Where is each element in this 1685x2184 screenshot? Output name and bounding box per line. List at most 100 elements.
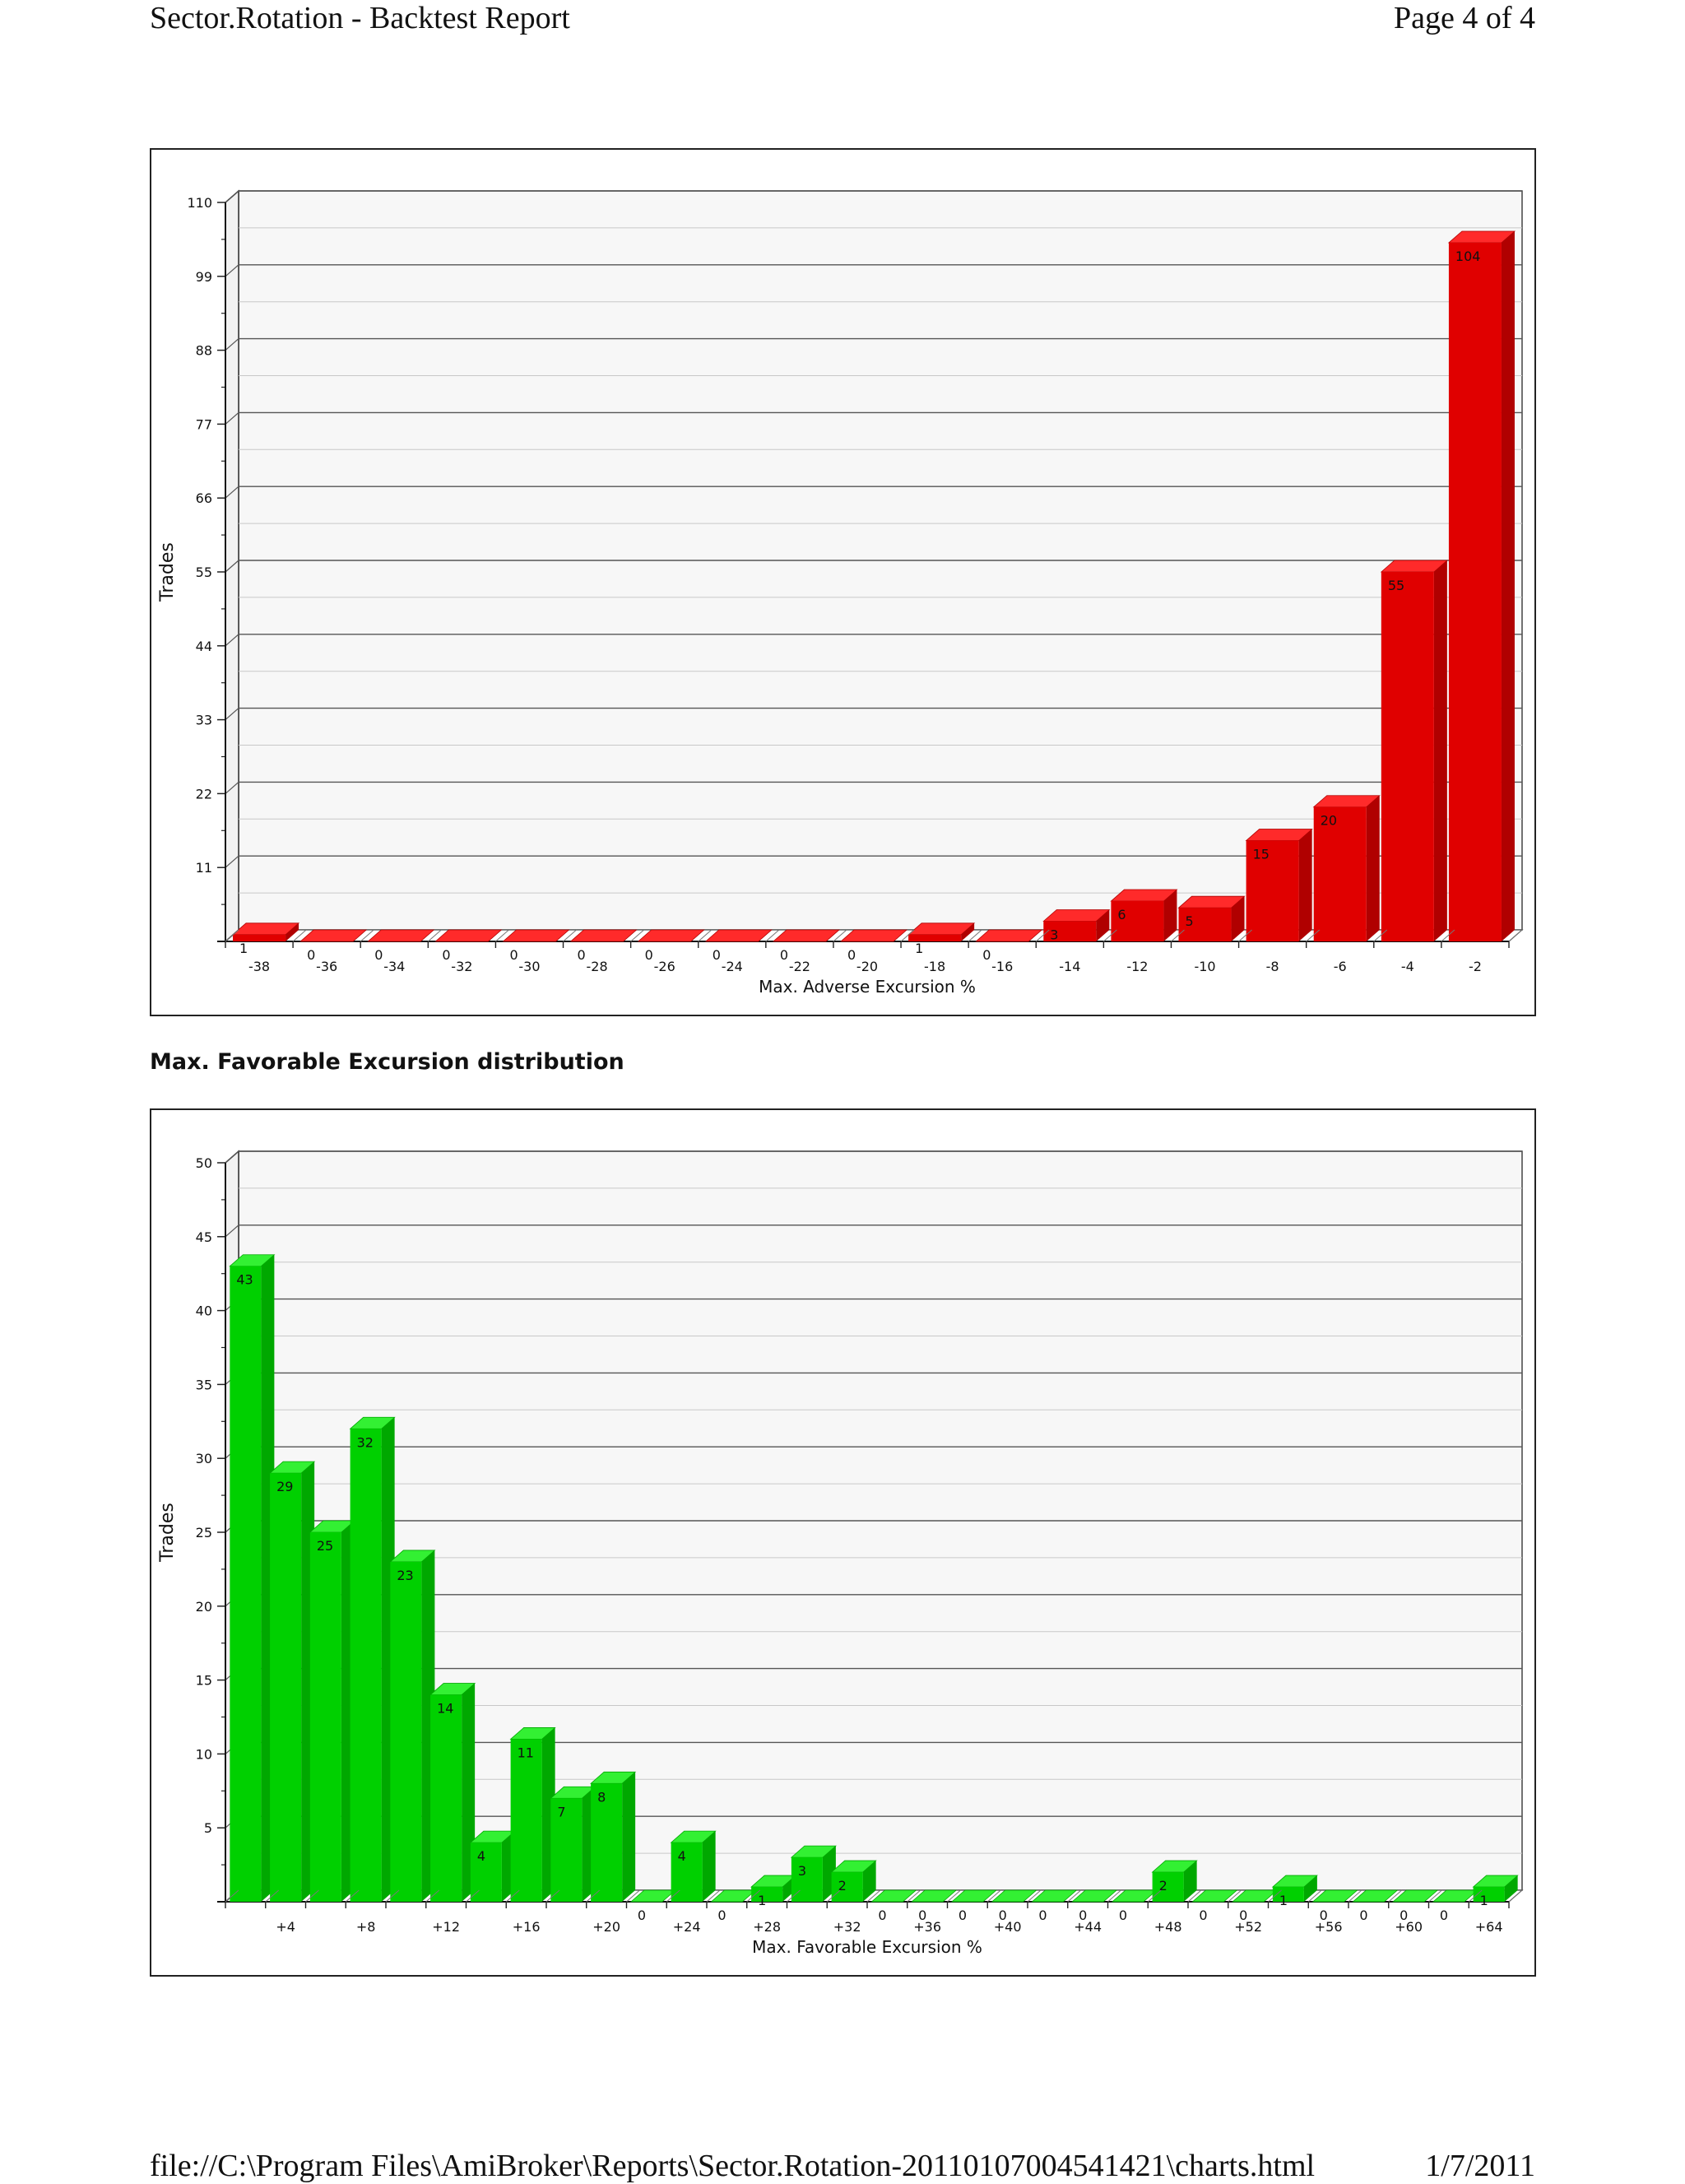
data-label: 0 (1440, 1908, 1448, 1923)
y-tick-label: 50 (196, 1155, 212, 1171)
data-label: 4 (477, 1848, 485, 1864)
floor-tick (630, 929, 644, 942)
x-tick-label: +64 (1475, 1919, 1503, 1935)
y-tick-label: 30 (196, 1451, 212, 1466)
floor-tick (345, 1889, 360, 1903)
y-tick-label: 5 (204, 1820, 212, 1836)
data-label: 6 (1117, 907, 1126, 922)
bar-top (434, 929, 503, 942)
bar (230, 1266, 262, 1902)
floor-tick (292, 929, 307, 942)
bar (751, 1887, 783, 1902)
data-label: 7 (557, 1804, 565, 1819)
gridline-side (225, 634, 239, 647)
floor-tick (1468, 1889, 1483, 1903)
x-tick-label: -36 (316, 959, 337, 974)
floor-tick (1027, 1889, 1042, 1903)
gridline-side (225, 1224, 239, 1238)
bar-top (1191, 1889, 1238, 1903)
data-label: 0 (713, 947, 721, 963)
data-label: 43 (236, 1272, 253, 1288)
floor-tick (1373, 929, 1388, 942)
x-tick-label: -34 (383, 959, 405, 974)
y-tick-label: 22 (196, 786, 212, 802)
x-tick-label: +20 (592, 1919, 620, 1935)
data-label: 0 (638, 1908, 646, 1923)
x-tick-label: -14 (1059, 959, 1080, 974)
bar (671, 1842, 703, 1902)
bar-side (1183, 1861, 1197, 1902)
data-label: 0 (1359, 1908, 1367, 1923)
data-label: 2 (838, 1878, 847, 1894)
floor-tick (626, 1889, 640, 1903)
data-label: 14 (437, 1701, 453, 1717)
x-tick-label: +24 (673, 1919, 701, 1935)
bar (1246, 840, 1299, 941)
bar-top (911, 1889, 958, 1903)
bar (591, 1783, 623, 1902)
data-label: 1 (1480, 1893, 1488, 1908)
y-tick-label: 10 (196, 1746, 212, 1762)
bar (350, 1429, 382, 1902)
floor-tick (746, 1889, 761, 1903)
bar-side (862, 1861, 876, 1902)
page-number: Page 4 of 4 (1393, 1, 1535, 35)
mfe-section-title: Max. Favorable Excursion distribution (150, 1049, 624, 1075)
gridline-side (225, 338, 239, 351)
bar (1473, 1887, 1505, 1902)
bar-side (961, 922, 975, 941)
y-tick-label: 99 (196, 269, 212, 285)
floor-tick (1187, 1889, 1202, 1903)
y-tick-label: 66 (196, 490, 212, 506)
data-label: 23 (397, 1568, 413, 1583)
gridline-side (225, 781, 239, 794)
data-label: 3 (798, 1863, 806, 1879)
bar-top (991, 1889, 1037, 1903)
mfe-chart-frame: 5 10 15 20 25 30 35 40 45 50 43 29 25 32 23 14 4 11 7 8 0 4 0 1… (150, 1108, 1536, 1977)
x-tick-label: +12 (432, 1919, 460, 1935)
bar-side (1501, 230, 1515, 941)
floor-tick (225, 929, 239, 942)
floor-tick (545, 1889, 560, 1903)
bar-side (622, 1772, 636, 1902)
bar-top (1071, 1889, 1118, 1903)
footer-date: 1/7/2011 (1425, 2149, 1535, 2183)
bar (470, 1842, 502, 1902)
x-tick-label: -18 (924, 959, 945, 974)
data-label: 0 (982, 947, 991, 963)
bar (1043, 921, 1097, 941)
y-tick-label: 44 (196, 639, 212, 654)
floor-tick (968, 929, 982, 942)
bar (1381, 572, 1434, 941)
floor-tick (466, 1889, 480, 1903)
data-label: 1 (1279, 1893, 1288, 1908)
x-tick-label: -8 (1266, 959, 1279, 974)
bar-side (1504, 1875, 1518, 1902)
y-tick-label: 55 (196, 565, 212, 580)
y-tick-label: 25 (196, 1525, 212, 1540)
bar-top (1352, 1889, 1399, 1903)
y-tick-label: 110 (187, 195, 212, 211)
y-tick-label: 40 (196, 1303, 212, 1319)
bar (831, 1872, 863, 1902)
x-tick-label: -24 (722, 959, 743, 974)
floor-tick (1508, 929, 1523, 942)
y-tick-label: 33 (196, 713, 212, 728)
floor-tick (1067, 1889, 1082, 1903)
floor-tick (1441, 929, 1455, 942)
data-label: 0 (878, 1908, 886, 1923)
floor-tick (1268, 1889, 1282, 1903)
x-tick-label: -2 (1469, 959, 1482, 974)
mae-distribution-chart: 11 22 33 44 55 66 77 88 99 110 1 0 0 0 0 0 0 0 0 0 1 0 3 6 5 15 20… (157, 189, 1524, 997)
floor-tick (947, 1889, 961, 1903)
gridline-side (225, 560, 239, 573)
x-tick-label: -20 (856, 959, 878, 974)
data-label: 3 (1050, 927, 1058, 943)
data-label: 0 (1400, 1908, 1408, 1923)
data-label: 0 (645, 947, 653, 963)
floor-tick (265, 1889, 280, 1903)
data-label: 0 (1119, 1908, 1127, 1923)
gridline-side (225, 190, 239, 203)
bar-top (670, 1830, 717, 1843)
x-tick-label: -26 (654, 959, 675, 974)
